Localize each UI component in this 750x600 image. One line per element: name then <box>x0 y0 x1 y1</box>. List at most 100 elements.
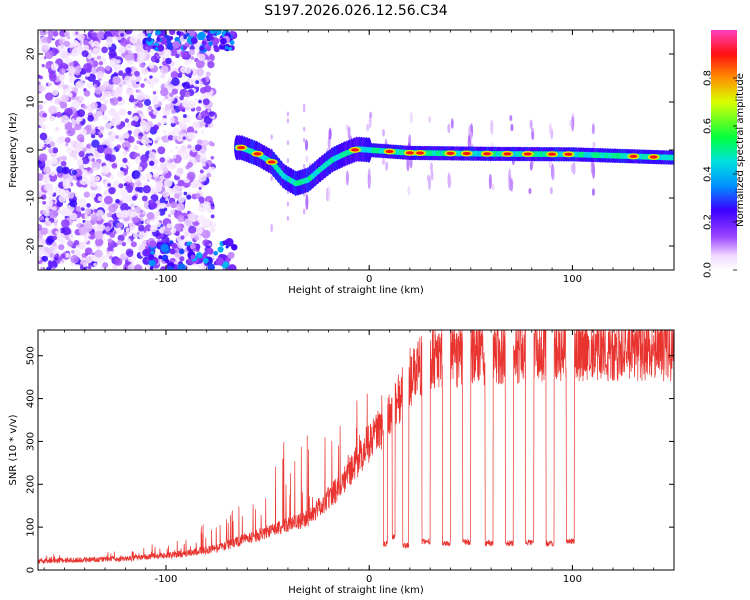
heatmap-cell <box>38 173 44 182</box>
heatmap-cell <box>194 97 199 103</box>
heatmap-cell <box>146 144 151 149</box>
heatmap-cell <box>123 183 128 187</box>
heatmap-cell <box>100 255 107 262</box>
heatmap-cell <box>59 261 64 265</box>
heatmap-cell <box>196 252 203 259</box>
heatmap-cell <box>134 206 142 214</box>
heatmap-cell <box>81 156 90 165</box>
heatmap-cell <box>59 76 65 82</box>
heatmap-cell <box>61 219 70 228</box>
heatmap-cell <box>368 174 372 187</box>
heatmap-cell <box>196 214 206 224</box>
heatmap-cell <box>199 148 206 155</box>
heatmap-cell <box>204 220 210 227</box>
heatmap-cell <box>200 129 205 134</box>
heatmap-cell <box>197 262 204 269</box>
heatmap-cell <box>169 30 176 35</box>
heatmap-cell <box>50 257 54 262</box>
heatmap-cell <box>55 126 60 132</box>
heatmap-cell <box>133 145 139 150</box>
heatmap-cell <box>153 125 159 131</box>
heatmap-cell <box>174 190 179 195</box>
heatmap-cell <box>96 71 105 79</box>
heatmap-cell <box>125 44 132 50</box>
heatmap-cell <box>186 194 192 200</box>
snr-x-tick-label: 0 <box>366 574 372 585</box>
heatmap-cell <box>210 214 215 219</box>
heatmap-cell <box>176 30 182 36</box>
colorbar: 0.0 0.2 0.4 0.6 0.8 Normalized spectral ampl… <box>703 30 746 278</box>
heatmap-cell <box>67 192 75 199</box>
heatmap-cell <box>44 50 54 60</box>
heatmap-cell <box>107 183 111 187</box>
heatmap-cell <box>38 249 43 258</box>
heatmap-cell <box>38 74 41 79</box>
heatmap-cell <box>61 155 67 161</box>
heatmap-cell <box>56 165 64 174</box>
heatmap-cell <box>106 222 112 228</box>
heatmap-cell <box>85 124 92 132</box>
heatmap-cell <box>195 80 200 85</box>
heatmap-cell <box>53 217 58 222</box>
heatmap-cell <box>572 161 576 176</box>
colorbar-gradient <box>711 30 737 270</box>
heatmap-cell <box>107 245 114 253</box>
heatmap-cell <box>564 152 573 156</box>
heatmap-cell <box>180 65 188 74</box>
heatmap-cell <box>72 149 79 156</box>
heatmap-cell <box>109 231 116 238</box>
heatmap-cell <box>42 125 47 130</box>
heatmap-cell <box>96 215 103 221</box>
heatmap-cell <box>56 106 60 111</box>
heatmap-cell <box>80 207 85 211</box>
heatmap-cell <box>127 122 133 128</box>
heatmap-cell <box>42 112 48 118</box>
heatmap-cell <box>51 241 57 247</box>
heatmap-cell <box>105 65 111 71</box>
heatmap-cell <box>58 44 67 53</box>
heatmap-cell <box>98 224 104 230</box>
heatmap-cell <box>150 194 159 202</box>
heatmap-cell <box>175 145 179 150</box>
heatmap-cell <box>571 116 575 132</box>
heatmap-y-axis-label: Frequency (Hz) <box>8 112 19 188</box>
heatmap-cell <box>120 38 129 47</box>
heatmap-cell <box>205 71 211 77</box>
heatmap-cell <box>138 231 147 240</box>
heatmap-cell <box>231 243 238 251</box>
heatmap-cell <box>39 30 47 36</box>
heatmap-cell <box>202 257 209 264</box>
heatmap-cell <box>86 179 94 187</box>
heatmap-cell <box>154 47 159 52</box>
heatmap-cell <box>194 130 198 134</box>
heatmap-cell <box>39 215 45 221</box>
heatmap-cell <box>90 101 98 110</box>
heatmap-y-tick-label: 20 <box>26 48 37 61</box>
heatmap-cell <box>90 32 99 41</box>
heatmap-cell <box>510 178 514 192</box>
heatmap-cell <box>117 45 126 54</box>
heatmap-cell <box>142 248 151 257</box>
heatmap-cell <box>77 109 86 117</box>
heatmap-cell <box>385 161 389 171</box>
heatmap-cell <box>47 30 54 37</box>
heatmap-cell <box>207 263 216 270</box>
heatmap-cell <box>138 135 143 140</box>
heatmap-cell <box>83 220 92 229</box>
heatmap-cell <box>54 253 60 259</box>
heatmap-cell <box>182 136 186 140</box>
heatmap-cell <box>213 251 218 256</box>
heatmap-cell <box>127 110 132 115</box>
heatmap-cell <box>49 74 57 82</box>
heatmap-cell <box>75 206 82 212</box>
heatmap-cell <box>206 46 211 52</box>
heatmap-cell <box>130 203 135 208</box>
heatmap-cell <box>184 232 190 238</box>
heatmap-cell <box>86 233 91 237</box>
snr-y-tick-label: 200 <box>26 475 37 494</box>
heatmap-cell <box>148 259 156 267</box>
heatmap-cell <box>130 120 137 127</box>
heatmap-cell <box>104 226 111 232</box>
heatmap-cell <box>134 70 140 77</box>
heatmap-cell <box>592 141 596 148</box>
